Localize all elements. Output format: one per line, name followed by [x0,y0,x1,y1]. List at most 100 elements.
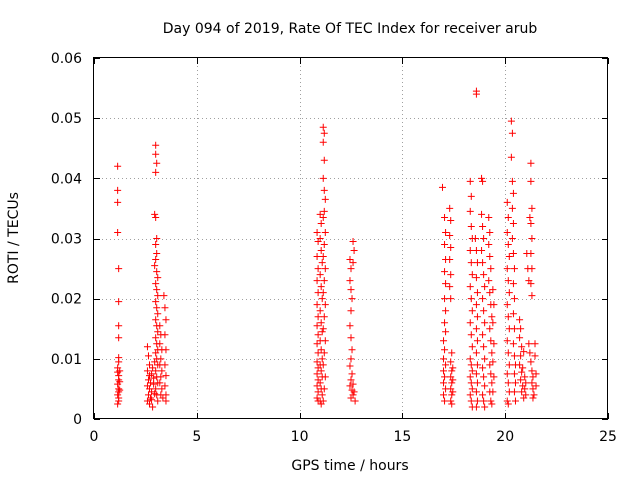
data-point [115,265,123,273]
data-point [486,361,494,369]
data-point [162,372,170,380]
data-point [442,307,450,315]
data-point [480,307,488,315]
data-point [472,274,480,282]
data-point [161,361,169,369]
data-point [490,340,498,348]
data-point [440,379,448,387]
data-point [441,373,449,381]
data-point [473,397,481,405]
data-point [485,213,493,221]
data-point [481,283,489,291]
data-point [532,370,540,378]
data-point [479,364,487,372]
data-point [479,331,487,339]
data-point [319,325,327,333]
y-tick-label: 0.04 [51,171,82,187]
data-point [319,397,327,405]
data-point [115,334,123,342]
data-point [160,292,168,300]
data-point [161,304,169,312]
data-point [152,150,160,158]
data-point [346,322,354,330]
data-point [449,388,457,396]
data-point [313,277,321,285]
x-tick-label: 15 [393,429,411,445]
data-point [441,346,449,354]
data-point [320,277,328,285]
data-point [509,340,517,348]
data-point [115,397,123,405]
data-point [527,250,535,258]
grid-lines [94,58,608,419]
data-point [528,379,536,387]
data-point [473,289,481,297]
y-tick-label: 0.03 [51,232,82,248]
data-point [316,379,324,387]
data-point [347,355,355,363]
data-point [156,340,164,348]
data-point [487,370,495,378]
data-point [442,361,450,369]
data-point [480,271,488,279]
data-point [521,373,529,381]
data-point [154,274,162,282]
data-point [147,394,155,402]
data-point [317,283,325,291]
data-point [150,380,158,388]
data-point [162,391,170,399]
data-point [503,370,511,378]
x-axis-label: GPS time / hours [291,458,408,474]
data-point [446,231,454,239]
data-point [447,244,455,252]
data-point [449,376,457,384]
data-point [146,400,154,408]
data-point [114,228,122,236]
data-point [509,219,517,227]
data-point [314,313,322,321]
data-point [318,259,326,267]
data-point [527,219,535,227]
data-point [346,362,354,370]
data-point [508,235,516,242]
data-point [321,373,329,381]
data-point [503,265,511,273]
data-point [510,370,518,378]
data-point [350,247,358,255]
data-point [314,349,322,357]
data-point [467,259,475,267]
data-point [152,385,160,393]
data-point [448,391,456,399]
data-point [348,295,356,303]
data-point [504,379,512,387]
data-point [509,310,517,318]
data-point [152,213,160,221]
x-tick-labels: 0 5 10 15 20 25 [90,429,617,445]
data-point [467,222,475,230]
data-point [148,370,156,378]
data-point [348,370,356,378]
data-point [516,361,524,369]
data-point [529,385,537,393]
data-point [480,397,488,405]
data-point [320,313,328,321]
data-point [510,265,518,273]
y-tick-label: 0.01 [51,352,82,368]
data-point [516,316,524,324]
data-point [346,277,354,285]
data-point [466,177,474,185]
data-point [116,378,124,386]
data-point [480,343,488,351]
data-point [350,388,358,396]
data-point [161,382,169,390]
data-point [321,265,329,273]
data-point [510,388,518,396]
data-point [529,373,537,381]
data-point [446,283,454,291]
data-point [319,138,327,146]
data-point [528,235,536,242]
data-point [152,334,160,342]
data-point [320,186,328,194]
data-point [115,358,123,366]
data-point [447,358,455,366]
